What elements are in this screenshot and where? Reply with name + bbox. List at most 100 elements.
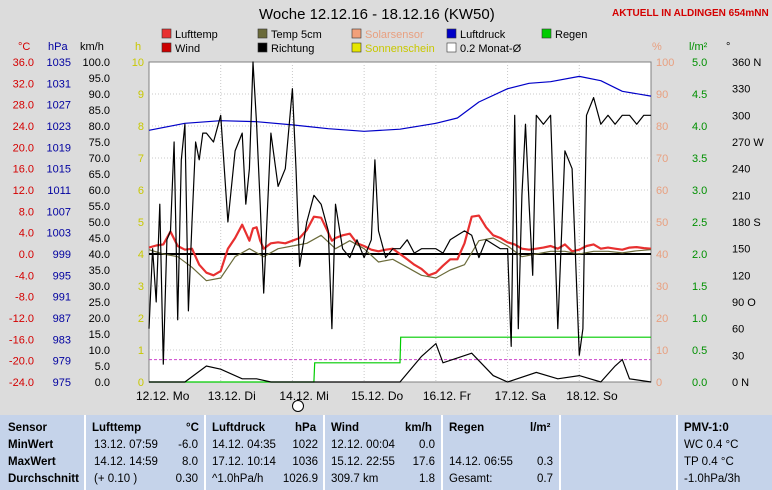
pct-axis-tick: 30 <box>656 281 668 293</box>
regen-max-time: 14.12. 06:55 <box>449 456 513 468</box>
hpa-axis-tick: 991 <box>53 292 71 304</box>
col-regen-header: Regen <box>449 422 485 434</box>
col-wind-unit: km/h <box>405 422 432 434</box>
row-label-avg: Durchschnitt <box>8 473 79 485</box>
row-label-min: MinWert <box>8 439 54 451</box>
wind-axis-tick: 60.0 <box>89 185 110 197</box>
rain-axis-tick: 4.5 <box>692 89 707 101</box>
wind-min-time: 12.12. 00:04 <box>331 439 395 451</box>
temp-axis-tick: 4.0 <box>19 228 34 240</box>
wind-unit: km/h <box>80 41 104 53</box>
rain-axis-tick: 4.0 <box>692 121 707 133</box>
pmv-pressure-trend: -1.0hPa/3h <box>684 473 741 485</box>
temp-axis-tick: -8.0 <box>15 292 34 304</box>
wind-axis-tick: 25.0 <box>89 297 110 309</box>
wind-distance: 309.7 km <box>331 473 379 485</box>
luftdruck-min-time: 14.12. 04:35 <box>212 439 276 451</box>
lufttemp-max-value: 8.0 <box>182 456 198 468</box>
col-lufttemp-unit: °C <box>186 422 199 434</box>
hpa-unit: hPa <box>48 41 68 53</box>
temp-axis-tick: 16.0 <box>13 164 34 176</box>
dir-axis-tick: 240 <box>732 164 750 176</box>
legend-label-luftdruck: Luftdruck <box>460 29 506 41</box>
sun-axis-tick: 7 <box>138 153 144 165</box>
wind-axis-tick: 35.0 <box>89 265 110 277</box>
dir-axis-tick: 210 <box>732 190 750 202</box>
legend-label-regen: Regen <box>555 29 587 41</box>
dir-axis-tick: 360 N <box>732 57 761 69</box>
chart-title: Woche 12.12.16 - 18.12.16 (KW50) <box>259 6 495 23</box>
rain-axis-tick: 3.0 <box>692 185 707 197</box>
statistics-table: Sensor MinWert MaxWert Durchschnitt Luft… <box>0 415 772 490</box>
wind-axis-tick: 75.0 <box>89 137 110 149</box>
sun-axis-tick: 9 <box>138 89 144 101</box>
legend-swatch-sonnenschein <box>351 42 362 53</box>
legend-label-monat: 0.2 Monat-Ø <box>460 43 522 55</box>
legend-swatch-solarsensor <box>351 28 362 39</box>
legend-swatch-richtung <box>257 42 268 53</box>
x-tick-label: 12.12. Mo <box>136 389 190 403</box>
regen-total-value: 0.7 <box>537 473 553 485</box>
dir-axis-tick: 150 <box>732 244 750 256</box>
rain-unit: l/m² <box>689 41 708 53</box>
wind-axis-tick: 20.0 <box>89 313 110 325</box>
pmv-windchill: WC 0.4 °C <box>684 439 739 451</box>
temp-5cm-series-line <box>148 234 652 282</box>
hpa-axis-tick: 1007 <box>47 206 71 218</box>
luftdruck-max-value: 1036 <box>292 456 318 468</box>
dir-axis-tick: 180 S <box>732 217 761 229</box>
lufttemp-avg-value: 0.30 <box>175 473 198 485</box>
temp-axis-tick: 12.0 <box>13 185 34 197</box>
wind-axis-tick: 0.0 <box>95 377 110 389</box>
regen-total-label: Gesamt: <box>449 473 493 485</box>
dir-axis-tick: 120 <box>732 270 750 282</box>
temp-axis-tick: 36.0 <box>13 57 34 69</box>
luftdruck-trend: ^1.0hPa/h <box>212 473 264 485</box>
legend-label-lufttemp: Lufttemp <box>175 29 218 41</box>
rain-axis-tick: 0.0 <box>692 377 707 389</box>
rain-axis-tick: 2.5 <box>692 217 707 229</box>
luftdruck-min-value: 1022 <box>292 439 318 451</box>
temp-axis-tick: -12.0 <box>9 313 34 325</box>
dir-unit: ° <box>726 41 730 53</box>
temp-axis-tick: 32.0 <box>13 78 34 90</box>
col-pmv-header: PMV-1:0 <box>684 422 729 434</box>
temp-axis-tick: 20.0 <box>13 142 34 154</box>
dir-axis-tick: 0 N <box>732 377 749 389</box>
x-tick-label: 17.12. Sa <box>495 389 547 403</box>
legend-label-sonnenschein: Sonnenschein <box>365 43 435 55</box>
hpa-axis-tick: 1015 <box>47 164 71 176</box>
sun-axis-tick: 0 <box>138 377 144 389</box>
temp-axis-tick: -16.0 <box>9 334 34 346</box>
rain-axis-tick: 3.5 <box>692 153 707 165</box>
lufttemp-max-time: 14.12. 14:59 <box>94 456 158 468</box>
hpa-axis-tick: 995 <box>53 270 71 282</box>
pct-axis-tick: 40 <box>656 249 668 261</box>
hpa-axis-tick: 1003 <box>47 228 71 240</box>
pct-axis-tick: 100 <box>656 57 674 69</box>
hpa-axis-tick: 987 <box>53 313 71 325</box>
sun-axis-tick: 1 <box>138 345 144 357</box>
dir-axis-tick: 300 <box>732 110 750 122</box>
temp-axis-tick: 0.0 <box>19 249 34 261</box>
regen-max-value: 0.3 <box>537 456 553 468</box>
pct-axis-tick: 60 <box>656 185 668 197</box>
sun-axis-tick: 4 <box>138 249 144 261</box>
legend-label-richtung: Richtung <box>271 43 314 55</box>
wind-axis-tick: 10.0 <box>89 345 110 357</box>
col-sensor-header: Sensor <box>8 422 47 434</box>
legend-swatch-wind <box>161 42 172 53</box>
wind-axis-tick: 70.0 <box>89 153 110 165</box>
col-wind-header: Wind <box>331 422 359 434</box>
legend-swatch-lufttemp <box>161 28 172 39</box>
plot-area <box>148 61 652 383</box>
legend-label-wind: Wind <box>175 43 200 55</box>
wind-avg-value: 1.8 <box>419 473 435 485</box>
wind-axis-tick: 95.0 <box>89 73 110 85</box>
x-tick-label: 15.12. Do <box>351 389 403 403</box>
col-regen-unit: l/m² <box>530 422 551 434</box>
temp-axis-tick: 8.0 <box>19 206 34 218</box>
current-time-marker[interactable] <box>292 400 304 412</box>
hpa-axis-tick: 1023 <box>47 121 71 133</box>
rain-axis-tick: 1.0 <box>692 313 707 325</box>
